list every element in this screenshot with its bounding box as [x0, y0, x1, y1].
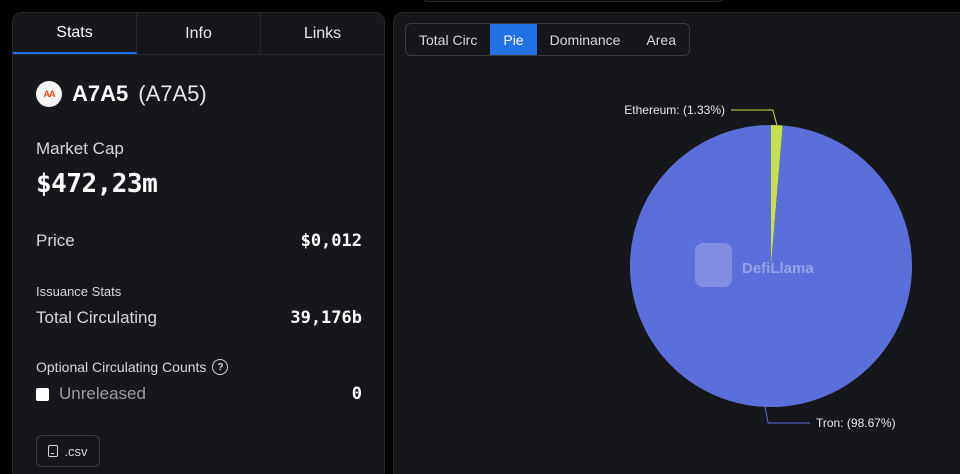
price-value: $0,012 — [300, 231, 362, 251]
llama-logo-icon — [695, 243, 732, 287]
top-strip — [0, 0, 960, 4]
label-ethereum: Ethereum: (1.33%) — [624, 103, 725, 117]
csv-download-button[interactable]: .csv — [36, 435, 100, 467]
token-logo-text: AA — [43, 89, 56, 99]
tab-stats[interactable]: Stats — [13, 13, 137, 54]
top-bar-edge — [420, 0, 726, 2]
pie-slices — [629, 125, 912, 408]
token-logo-icon: AA — [36, 81, 62, 107]
total-circulating-label: Total Circulating — [36, 308, 157, 327]
price-row: Price $0,012 — [36, 231, 362, 251]
market-cap-label: Market Cap — [36, 139, 124, 158]
help-icon[interactable]: ? — [212, 359, 229, 375]
chart-tabs: Total Circ Pie Dominance Area — [405, 23, 690, 56]
tab-area[interactable]: Area — [646, 31, 676, 48]
pie-labels: Ethereum: (1.33%) Tron: (98.67%) — [624, 103, 895, 430]
token-symbol: (A7A5) — [138, 81, 207, 106]
label-line-tron — [764, 406, 810, 424]
tab-info[interactable]: Info — [137, 13, 261, 54]
stats-panel: Stats Info Links AA A7A5 (A7A5) Market C… — [12, 12, 385, 474]
issuance-stats-label: Issuance Stats — [36, 284, 122, 299]
unreleased-label: Unreleased — [59, 384, 146, 403]
tab-dominance[interactable]: Dominance — [549, 31, 621, 48]
optional-counts-label: Optional Circulating Counts — [36, 359, 207, 375]
token-header: AA A7A5 (A7A5) — [36, 81, 207, 107]
unreleased-checkbox[interactable] — [36, 387, 49, 401]
total-circulating-value: 39,176b — [290, 308, 362, 328]
csv-label: .csv — [64, 443, 88, 459]
tab-pie[interactable]: Pie — [490, 24, 537, 55]
label-line-ethereum — [731, 109, 778, 126]
chart-panel: Total Circ Pie Dominance Area DefiLlama … — [393, 12, 960, 474]
tab-total-circ[interactable]: Total Circ — [419, 31, 478, 48]
download-file-icon — [48, 445, 59, 457]
watermark-text: DefiLlama — [742, 260, 814, 277]
label-tron: Tron: (98.67%) — [816, 416, 896, 430]
pie-slice-tron[interactable] — [629, 125, 912, 408]
pie-chart: DefiLlama Ethereum: (1.33%) Tron: (98.67%… — [624, 103, 912, 430]
unreleased-row: Unreleased 0 — [36, 384, 362, 404]
total-circulating-row: Total Circulating 39,176b — [36, 308, 362, 328]
pie-slice-ethereum[interactable] — [771, 125, 783, 266]
price-label: Price — [36, 231, 75, 250]
tab-links[interactable]: Links — [303, 24, 342, 42]
watermark: DefiLlama — [695, 243, 814, 287]
panel-tabs: Stats Info Links — [13, 13, 384, 55]
optional-counts-row: Optional Circulating Counts ? — [36, 359, 229, 375]
market-cap-value: $472,23m — [36, 169, 158, 199]
token-name: A7A5 — [72, 81, 129, 106]
unreleased-value: 0 — [351, 384, 362, 404]
